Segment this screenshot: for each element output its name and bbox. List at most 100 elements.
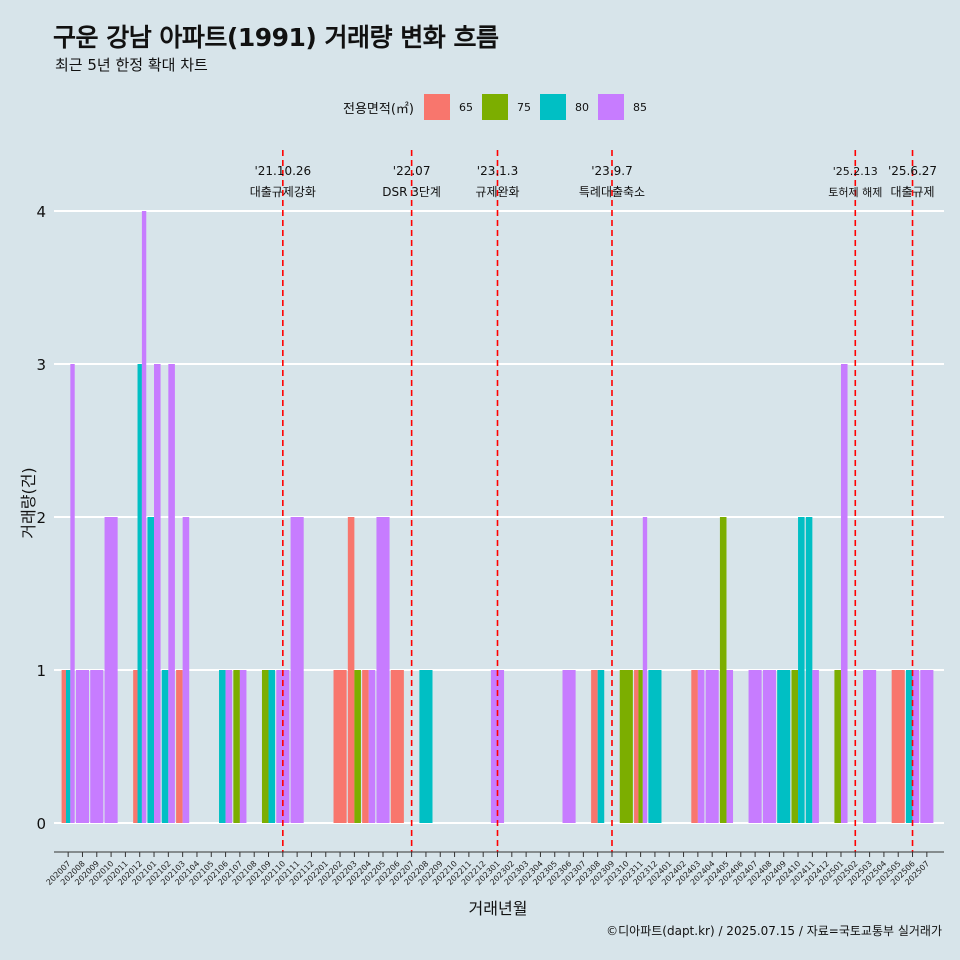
bar-202107-85: [239, 670, 247, 823]
bar-202404-85: [705, 670, 719, 823]
bar-202403-65: [691, 670, 698, 823]
event-date-202309: '23.9.7: [591, 164, 632, 178]
bar-202012-80: [137, 364, 142, 823]
bar-202109-75: [261, 670, 269, 823]
bar-202107-75: [233, 670, 240, 823]
legend-label-85: 85: [632, 100, 647, 114]
bar-202409-80: [777, 670, 791, 823]
legend-swatch-75: [481, 94, 508, 120]
bar-202008-85: [75, 670, 90, 823]
legend-swatch-65: [423, 94, 450, 120]
bar-202103-65: [176, 670, 183, 823]
legend-title: 전용면적(㎡): [343, 101, 414, 117]
bar-202405-85: [726, 670, 734, 823]
event-date-202502: '25.2.13: [833, 165, 878, 178]
bar-202311-75: [638, 670, 643, 823]
event-label-202506: 대출규제: [890, 185, 934, 199]
bar-202311-65: [634, 670, 639, 823]
bar-202204-65: [362, 670, 369, 823]
event-label-202309: 특례대출축소: [579, 185, 645, 199]
bar-202110-85: [276, 670, 290, 823]
bar-202505-65: [891, 670, 905, 823]
bar-202102-80: [161, 670, 169, 823]
bar-202204-85: [368, 670, 376, 823]
bar-202101-80: [147, 517, 155, 823]
legend-label-80: 80: [574, 100, 589, 114]
bar-202311-85: [642, 517, 648, 823]
bar-202101-85: [154, 364, 161, 823]
bar-202007-80: [65, 670, 71, 823]
legend-swatch-85: [597, 94, 624, 120]
bar-202410-80: [798, 517, 805, 823]
bar-202102-85: [168, 364, 175, 823]
bar-202407-85: [748, 670, 762, 823]
y-tick-label-3: 3: [36, 356, 46, 374]
bar-202308-80: [597, 670, 605, 823]
bar-202507-85: [920, 670, 934, 823]
event-date-202506: '25.6.27: [888, 164, 937, 178]
bar-202009-85: [90, 670, 104, 823]
bar-202103-85: [182, 517, 190, 823]
bar-202410-75: [791, 670, 799, 823]
bar-202308-65: [591, 670, 598, 823]
bar-202203-75: [354, 670, 361, 823]
chart-title: 구운 강남 아파트(1991) 거래량 변화 흐름: [53, 23, 499, 52]
event-date-202301: '23.1.3: [477, 164, 518, 178]
x-axis: 2020072020082020092020102020112020122021…: [45, 851, 944, 887]
bar-202012-65: [133, 670, 138, 823]
event-label-202207: DSR 3단계: [382, 185, 441, 199]
source-caption: ©디아파트(dapt.kr) / 2025.07.15 / 자료=국토교통부 실…: [606, 924, 942, 938]
legend-item-85: 85: [597, 94, 647, 120]
y-tick-label-0: 0: [36, 815, 46, 833]
bar-202403-85: [697, 670, 705, 823]
bar-202007-65: [61, 670, 66, 823]
bar-202312-80: [648, 670, 662, 823]
y-tick-label-1: 1: [36, 662, 46, 680]
event-label-202301: 규제완화: [475, 185, 519, 199]
bar-202411-80: [805, 517, 813, 823]
legend-item-75: 75: [481, 94, 531, 120]
bar-202206-65: [390, 670, 404, 823]
event-date-202207: '22.07: [393, 164, 431, 178]
bar-202111-85: [290, 517, 304, 823]
chart-subtitle: 최근 5년 한정 확대 차트: [55, 56, 208, 74]
bar-202405-75: [719, 517, 727, 823]
bar-202501-75: [834, 670, 841, 823]
legend-swatch-80: [539, 94, 566, 120]
bar-202306-85: [562, 670, 576, 823]
y-axis: 0 1 2 3 4: [36, 203, 46, 833]
bar-202203-65: [347, 517, 355, 823]
event-lines: '21.10.26 대출규제강화 '22.07 DSR 3단계 '23.1.3 규제완화 '…: [250, 150, 937, 852]
legend-item-80: 80: [539, 94, 589, 120]
bar-202506-80: [905, 670, 913, 823]
bar-202501-85: [840, 364, 848, 823]
bar-202007-85: [70, 364, 75, 823]
event-label-202502: 토허제 해제: [828, 185, 882, 199]
y-tick-label-2: 2: [36, 509, 46, 527]
bar-202109-80: [268, 670, 276, 823]
legend: 전용면적(㎡) 65 75 80 85: [343, 92, 656, 122]
bar-202012-85: [141, 211, 147, 823]
bar-202301-85: [490, 670, 505, 823]
bar-202106-80: [219, 670, 226, 823]
bar-202506-85: [912, 670, 920, 823]
y-tick-label-4: 4: [36, 203, 46, 221]
bar-202202-65: [333, 670, 347, 823]
bar-202106-85: [225, 670, 233, 823]
x-axis-title: 거래년월: [469, 899, 528, 918]
bars: [61, 211, 934, 823]
event-date-202110: '21.10.26: [254, 164, 311, 178]
bar-202310-75: [619, 670, 633, 823]
bar-202010-85: [104, 517, 118, 823]
bar-202205-85: [376, 517, 390, 823]
bar-202411-85: [812, 670, 819, 823]
bar-202503-85: [863, 670, 877, 823]
bar-202208-80: [419, 670, 433, 823]
y-axis-title: 거래량(건): [19, 467, 38, 538]
legend-label-65: 65: [458, 100, 473, 114]
legend-label-75: 75: [516, 100, 531, 114]
event-label-202110: 대출규제강화: [250, 185, 316, 199]
legend-item-65: 65: [423, 94, 473, 120]
bar-202408-85: [762, 670, 776, 823]
